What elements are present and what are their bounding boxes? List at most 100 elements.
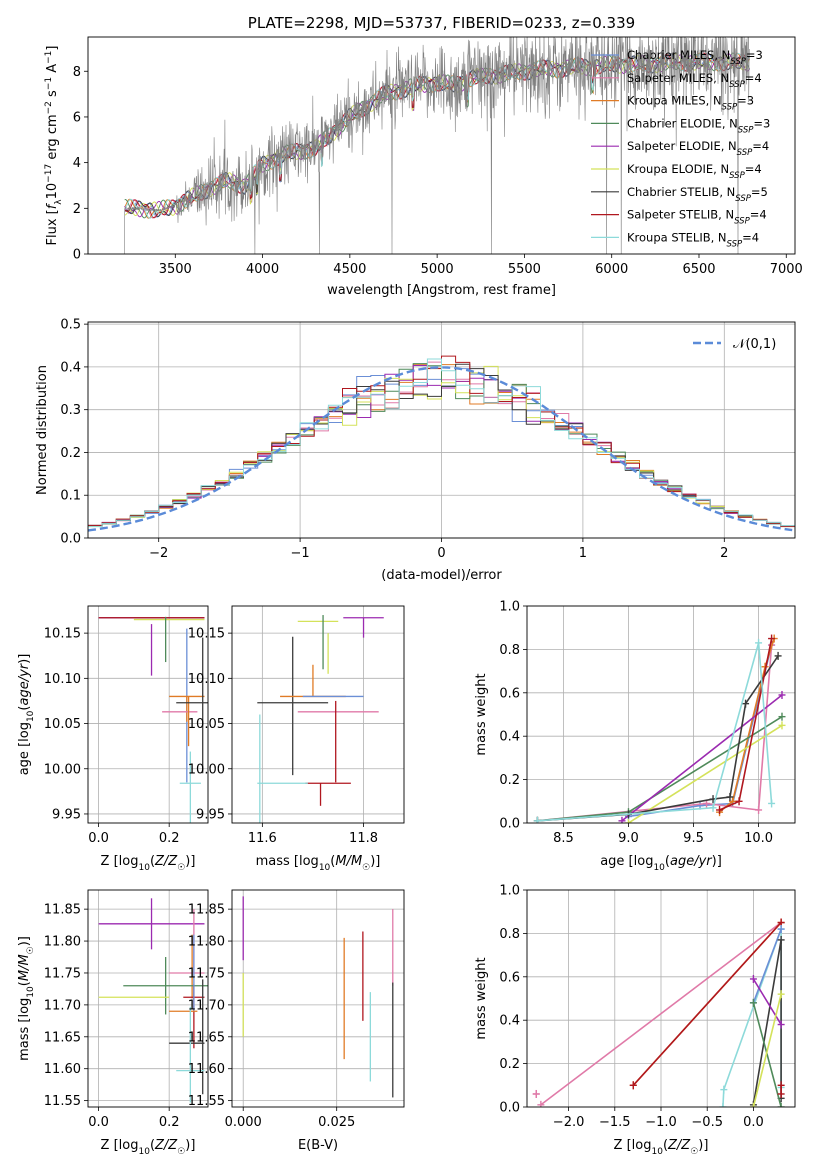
legend-sub: SSP: [735, 194, 751, 204]
error-bar-point: [179, 751, 201, 823]
axes-frame: [87, 36, 796, 255]
label-part: 10: [138, 863, 150, 873]
x-tick-label: 0.0: [88, 831, 109, 846]
label-part: ☉: [690, 1147, 698, 1157]
x-axis-label: mass [log10(M/M☉)]: [256, 854, 381, 873]
label-part: (: [330, 854, 335, 869]
points: [98, 616, 208, 823]
axes-frame: [87, 889, 209, 1108]
x-tick-label: −2: [149, 546, 168, 561]
label-part: Z [: [614, 1138, 632, 1153]
weight-line: [752, 928, 782, 1004]
label-part: age/yr: [670, 854, 713, 869]
y-tick-label: 0.2: [60, 446, 81, 461]
grid: [232, 890, 404, 1107]
x-tick-label: 5500: [508, 262, 541, 277]
x-axis-label: E(B-V): [298, 1138, 338, 1153]
label-part: Z/Z: [154, 1138, 178, 1153]
label-part: ☉: [177, 1147, 185, 1157]
y-tick-label: 0.8: [499, 643, 520, 658]
y-tick-label: 0.4: [499, 730, 520, 745]
points: [242, 896, 394, 1098]
x-axis-label: age [log10(age/yr)]: [600, 854, 722, 873]
label-part: ☉: [177, 863, 185, 873]
grid: [88, 890, 208, 1107]
grid: [88, 322, 795, 539]
label-part: log: [17, 998, 32, 1018]
label-part: )]: [185, 854, 195, 869]
legend-text: Chabrier ELODIE, N: [627, 116, 738, 130]
axes-frame: [231, 889, 405, 1108]
weight-line: [722, 928, 782, 1107]
grid: [88, 606, 208, 823]
error-bar-point: [257, 636, 329, 776]
legend-count: =4: [745, 71, 762, 85]
weight-line: [752, 978, 782, 1025]
legend-sub: SSP: [727, 239, 743, 249]
legend-sub: SSP: [729, 171, 745, 181]
axes-frame: [231, 605, 405, 824]
label-part: A: [45, 64, 60, 77]
label-part: 10: [45, 183, 60, 200]
x-tick-label: 1: [579, 546, 587, 561]
label-part: −1: [44, 77, 54, 90]
label-part: mass [: [17, 1018, 32, 1061]
y-tick-label: 0.2: [499, 1057, 520, 1072]
label-part: M/M: [17, 954, 32, 981]
y-axis-label: mass weight: [474, 673, 489, 755]
legend-label: Chabrier ELODIE, NSSP=3: [627, 116, 770, 135]
legend-label: Kroupa STELIB, NSSP=4: [627, 230, 759, 249]
legend-text: Chabrier STELIB, N: [627, 185, 735, 199]
y-tick-label: 11.70: [44, 998, 81, 1013]
residuals-panel: −2 −1 0 1 2 0.0 0.1 0.2 0.3 0.4 0.5 𝒩(0,1) (data-mod…: [35, 318, 796, 583]
label-part: λ: [54, 199, 64, 205]
legend-count: =4: [745, 162, 762, 176]
label-part: (: [150, 854, 155, 869]
x-axis-label: wavelength [Angstrom, rest frame]: [327, 283, 556, 298]
y-tick-label: 11.80: [188, 935, 225, 950]
x-tick-label: 7000: [770, 262, 803, 277]
y-axis-label: mass weight: [474, 957, 489, 1039]
label-part: −2: [44, 101, 54, 114]
label-part: )]: [17, 936, 32, 946]
x-tick-label: 6500: [682, 262, 715, 277]
x-tick-label: 0.000: [225, 1115, 262, 1130]
label-part: log: [119, 1138, 139, 1153]
label-part: log: [17, 722, 32, 742]
y-axis-label: mass [log10(M/M☉)]: [17, 936, 36, 1061]
x-tick-label: 3500: [159, 262, 192, 277]
data-line: [124, 37, 750, 254]
y-tick-label: 0.5: [60, 318, 81, 333]
y-tick-label: 11.55: [44, 1094, 81, 1109]
y-tick-label: 9.95: [196, 807, 225, 822]
y-tick-label: 10.10: [44, 672, 81, 687]
weight-line: [537, 655, 779, 822]
x-tick-label: 11.6: [248, 831, 277, 846]
y-tick-label: 0.3: [60, 403, 81, 418]
label-part: Flux [: [45, 209, 60, 245]
y-tick-label: 10.10: [188, 672, 225, 687]
y-tick-label: 11.85: [44, 903, 81, 918]
y-tick-label: 11.70: [188, 998, 225, 1013]
weight-line: [752, 994, 782, 1107]
x-axis-label: Z [log10(Z/Z☉)]: [101, 854, 196, 873]
weight-Z-panel: −2.0 −1.5 −1.0 −0.5 0.0 0.0 0.2 0.4 0.6 0.8 1.0 Z […: [474, 884, 796, 1157]
y-tick-label: 10.15: [44, 627, 81, 642]
legend-count: =3: [737, 94, 754, 108]
label-part: f: [45, 202, 60, 209]
legend-label: Salpeter MILES, NSSP=4: [627, 71, 762, 90]
x-tick-label: 5000: [421, 262, 454, 277]
label-part: log: [119, 854, 139, 869]
model-line: [124, 52, 750, 219]
mass-Z-panel: 0.0 0.2 11.55 11.60 11.65 11.70 11.75 11.80 11.8…: [17, 889, 209, 1157]
legend-count: =5: [751, 185, 768, 199]
y-tick-label: 11.55: [188, 1094, 225, 1109]
legend-count: =4: [752, 139, 769, 153]
legend-sub: SSP: [722, 103, 738, 113]
legend-text: Salpeter ELODIE, N: [627, 139, 737, 153]
axes-frame: [87, 605, 209, 824]
weight-age-panel: 8.5 9.0 9.5 10.0 0.0 0.2 0.4 0.6 0.8 1.0 age [log1…: [474, 600, 796, 873]
y-tick-label: 4: [73, 156, 81, 171]
x-tick-label: 2: [720, 546, 728, 561]
